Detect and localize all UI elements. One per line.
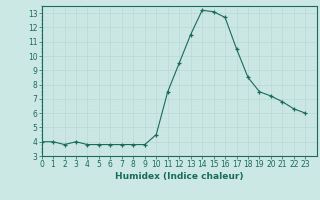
X-axis label: Humidex (Indice chaleur): Humidex (Indice chaleur) (115, 172, 244, 181)
